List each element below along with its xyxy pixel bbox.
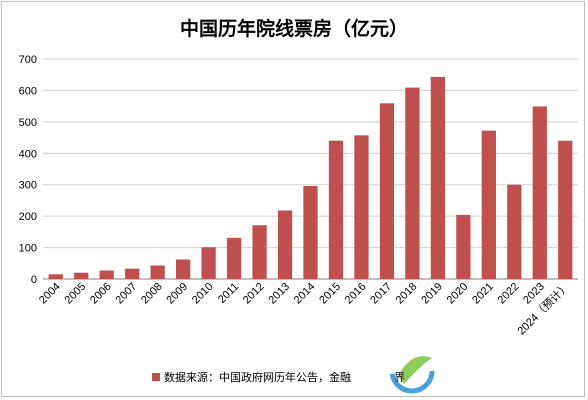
bar-15 [430,76,446,280]
y-tick-label: 300 [19,180,37,192]
legend: 数据来源：中国政府网历年公告，金融 [152,370,351,384]
bar-13 [379,103,395,279]
y-tick-label: 400 [19,148,37,160]
x-tick-label: 2009 [164,281,190,307]
y-tick-label: 200 [19,211,37,223]
y-tick-label: 600 [19,85,37,97]
x-tick-label: 2005 [63,281,89,307]
bar-19 [532,106,547,279]
x-tick-label: 2016 [343,281,369,307]
x-tick-label: 2015 [317,281,343,307]
bar-7 [226,237,242,279]
bar-3 [125,268,140,279]
bar-4 [150,265,165,279]
x-tick-label: 2014 [292,281,318,307]
x-tick-label: 2007 [113,281,139,307]
y-tick-label: 700 [19,54,37,66]
bar-14 [405,87,420,279]
bar-5 [175,259,191,279]
x-tick-label: 2011 [216,281,241,306]
x-tick-label: 2021 [470,281,496,307]
bar-8 [252,225,267,279]
bar-16 [456,214,471,279]
bar-9 [277,210,293,279]
bar-2 [99,270,114,279]
y-axis-ticks: 0 100 200 300 400 500 600 700 [19,54,37,286]
x-tick-label: 2008 [139,281,165,307]
x-axis-ticks: 2004 2005 2006 2007 2008 2009 2010 2011 2012 2013… [37,280,572,338]
legend-label: 数据来源：中国政府网历年公告，金融 [164,370,351,384]
bar-10 [303,185,318,279]
y-tick-label: 100 [19,243,37,255]
bar-6 [201,247,216,279]
x-tick-label: 2006 [88,281,114,307]
x-tick-label: 2013 [266,281,292,307]
legend-swatch [152,373,160,381]
x-tick-label: 2019 [419,281,445,307]
x-tick-label: 2012 [241,281,267,307]
watermark-logo: 界 [389,348,435,394]
watermark-text: 界 [394,371,405,384]
bar-0 [48,274,63,279]
logo-ring-blue [389,348,435,394]
bar-12 [354,135,369,279]
bar-18 [507,184,522,279]
bars [48,76,573,280]
bar-11 [328,140,344,279]
y-tick-label: 0 [31,274,37,286]
bar-20 [558,140,573,279]
x-tick-label: 2010 [190,281,216,307]
x-tick-label: 2018 [394,281,420,307]
chart-title: 中国历年院线票房（亿元） [180,17,408,40]
logo-leaf-green [398,356,432,384]
bar-17 [481,130,496,279]
bar-1 [74,272,89,279]
x-tick-label: 2022 [496,281,522,307]
x-tick-label: 2017 [368,281,394,307]
x-tick-label: 2004 [37,281,63,307]
x-tick-label: 2020 [445,281,471,307]
y-tick-label: 500 [19,117,37,129]
